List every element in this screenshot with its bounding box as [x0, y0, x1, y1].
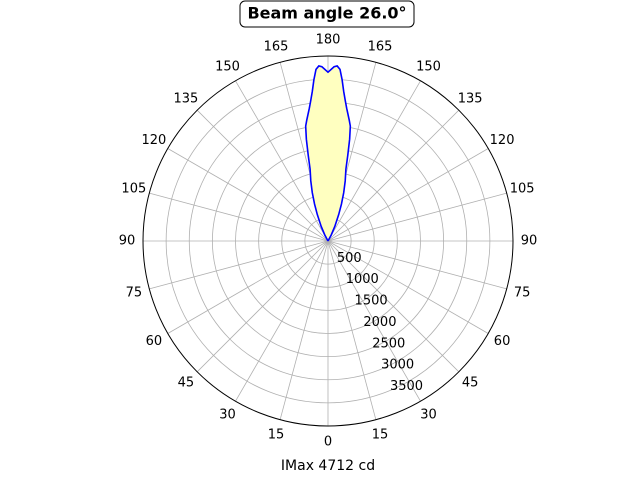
- theta-tick-label: 45: [462, 376, 479, 391]
- theta-tick-label: 165: [368, 39, 393, 54]
- theta-tick-label: 45: [178, 376, 195, 391]
- polar-frame: [142, 55, 514, 427]
- r-tick-label: 1000: [346, 272, 379, 287]
- theta-tick-label: 60: [146, 334, 163, 349]
- theta-tick-label: 15: [268, 428, 285, 443]
- theta-tick-label: 60: [494, 334, 511, 349]
- theta-tick-label: 75: [126, 286, 143, 301]
- theta-tick-label: 150: [215, 59, 240, 74]
- r-tick-label: 500: [337, 251, 362, 266]
- theta-tick-label: 75: [514, 286, 531, 301]
- theta-tick-label: 15: [372, 428, 389, 443]
- theta-tick-label: 105: [510, 181, 535, 196]
- theta-tick-label: 30: [420, 408, 437, 423]
- x-axis-label: IMax 4712 cd: [281, 458, 375, 474]
- theta-tick-label: 120: [490, 133, 515, 148]
- beam-area: [305, 65, 351, 241]
- theta-tick-label: 135: [458, 91, 483, 106]
- r-tick-label: 3000: [381, 358, 414, 373]
- theta-tick-label: 120: [142, 133, 167, 148]
- title-box: [239, 0, 415, 28]
- theta-tick-label: 30: [219, 408, 236, 423]
- r-tick-label: 3500: [390, 379, 423, 394]
- r-tick-label: 1500: [355, 294, 388, 309]
- theta-tick-label: 150: [416, 59, 441, 74]
- r-tick-label: 2500: [372, 336, 405, 351]
- theta-tick-label: 105: [121, 181, 146, 196]
- theta-tick-label: 165: [264, 39, 289, 54]
- beam-line: [304, 65, 352, 242]
- chart-title: Beam angle 26.0°: [247, 4, 406, 23]
- r-tick-label: 2000: [363, 315, 396, 330]
- theta-tick-label: 180: [316, 33, 341, 48]
- theta-tick-label: 90: [119, 234, 136, 249]
- theta-tick-label: 90: [521, 234, 538, 249]
- theta-tick-label: 0: [324, 435, 332, 450]
- theta-tick-label: 135: [173, 91, 198, 106]
